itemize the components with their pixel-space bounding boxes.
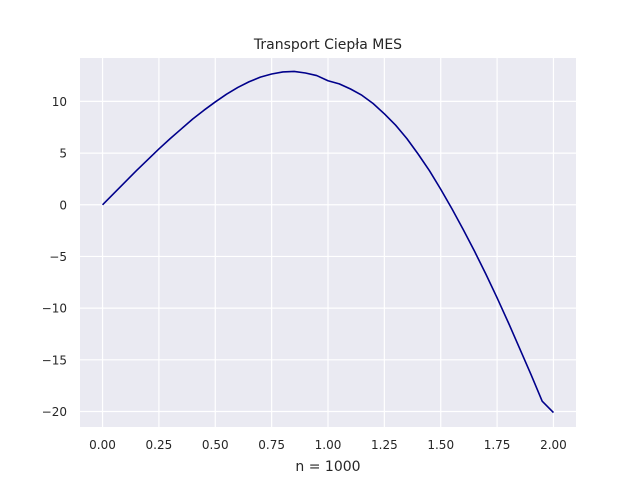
x-tick-label: 1.25 xyxy=(371,438,398,452)
x-tick-label: 0.25 xyxy=(146,438,173,452)
y-tick-label: 10 xyxy=(52,95,67,109)
x-tick-label: 2.00 xyxy=(540,438,567,452)
x-axis-ticks: 0.00 0.25 0.50 0.75 1.00 1.25 1.50 1.75 2.00 xyxy=(89,438,567,452)
y-tick-label: −20 xyxy=(42,405,67,419)
x-axis-label: n = 1000 xyxy=(295,459,360,475)
y-tick-label: −15 xyxy=(42,353,67,367)
y-tick-label: −5 xyxy=(49,250,67,264)
series-layer xyxy=(101,70,555,414)
chart-title: Transport Ciepła MES xyxy=(253,37,402,53)
grid xyxy=(80,58,576,427)
series-line-0 xyxy=(101,70,555,414)
y-tick-label: 0 xyxy=(59,198,67,212)
y-tick-label: 5 xyxy=(59,147,67,161)
y-axis-ticks: 10 5 0 −5 −10 −15 −20 xyxy=(42,95,67,419)
x-tick-label: 0.75 xyxy=(258,438,285,452)
y-tick-label: −10 xyxy=(42,302,67,316)
x-tick-label: 0.50 xyxy=(202,438,229,452)
x-tick-label: 1.50 xyxy=(427,438,454,452)
x-tick-label: 1.75 xyxy=(484,438,511,452)
x-tick-label: 0.00 xyxy=(89,438,116,452)
x-tick-label: 1.00 xyxy=(315,438,342,452)
